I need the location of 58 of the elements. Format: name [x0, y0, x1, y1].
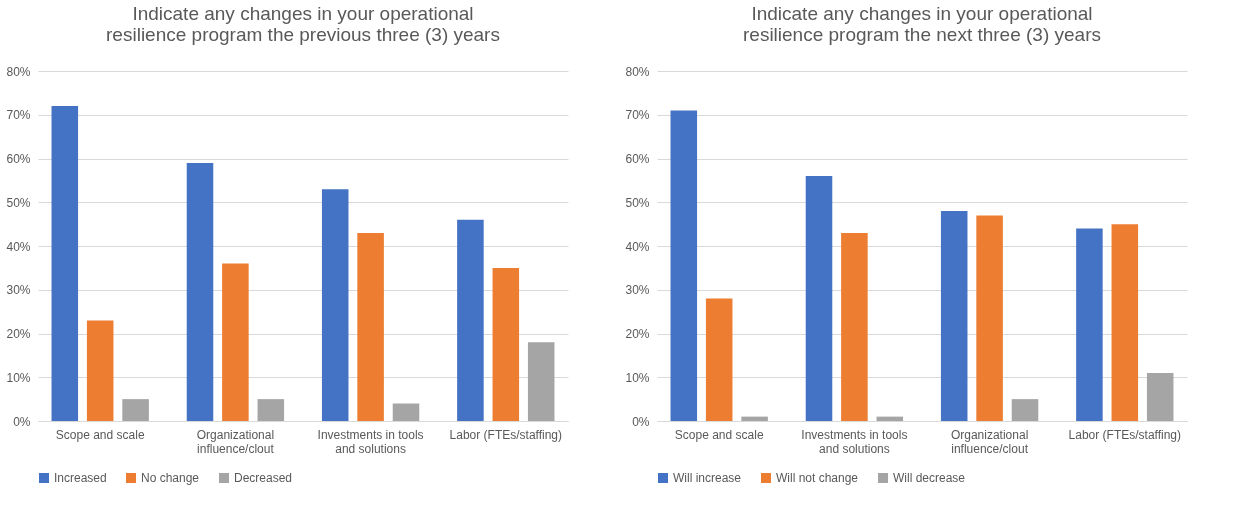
- y-tick-label: 60%: [625, 152, 650, 166]
- y-tick-label: 40%: [625, 239, 650, 254]
- bar: [86, 320, 114, 421]
- bar: [976, 215, 1003, 421]
- bar: [122, 399, 149, 421]
- bar: [527, 342, 555, 421]
- chart-title: Indicate any changes in your operational resilience program the previous three (3) years: [106, 3, 500, 45]
- x-tick-label: Organizational influence/clout: [196, 427, 275, 456]
- y-tick-label: 30%: [625, 283, 650, 298]
- bar: [1011, 399, 1039, 421]
- y-tick-label: 50%: [625, 195, 650, 210]
- chart-title: Indicate any changes in your operational resilience program the next three (3) years: [743, 3, 1101, 45]
- bar: [741, 416, 768, 421]
- x-tick-label: Labor (FTEs/staffing): [449, 427, 563, 442]
- x-tick-label: Investments in tools and solutions: [801, 427, 908, 456]
- legend-label: Decreased: [234, 471, 293, 485]
- bar: [392, 403, 420, 421]
- y-tick-label: 50%: [6, 195, 31, 210]
- y-tick-label: 10%: [6, 370, 31, 385]
- bar: [940, 211, 968, 421]
- y-tick-label: 80%: [625, 64, 650, 79]
- x-tick-label: Labor (FTEs/staffing): [1068, 427, 1182, 442]
- legend-label: No change: [141, 471, 200, 485]
- y-tick-label: 60%: [6, 152, 31, 166]
- bar: [841, 232, 868, 421]
- legend-label: Increased: [54, 471, 107, 485]
- bar: [321, 189, 349, 421]
- x-tick-label: Investments in tools and solutions: [317, 427, 424, 456]
- bar: [1111, 224, 1139, 421]
- legend-label: Will decrease: [893, 471, 966, 485]
- y-tick-label: 10%: [625, 370, 650, 385]
- bar: [257, 399, 285, 421]
- bar: [492, 267, 520, 421]
- y-tick-label: 20%: [6, 327, 31, 341]
- legend-label: Will not change: [776, 471, 859, 485]
- bar: [357, 232, 384, 421]
- y-tick-label: 70%: [625, 108, 650, 123]
- y-tick-label: 30%: [6, 283, 31, 298]
- y-tick-label: 70%: [6, 108, 31, 123]
- y-tick-label: 80%: [6, 64, 31, 79]
- bar: [876, 416, 904, 421]
- bar: [457, 219, 484, 421]
- y-tick-label: 0%: [13, 414, 31, 429]
- bar: [222, 263, 249, 421]
- x-tick-label: Organizational influence/clout: [950, 427, 1029, 456]
- bar: [805, 176, 833, 421]
- bar: [1146, 372, 1174, 421]
- bar: [705, 298, 733, 421]
- bar: [51, 106, 79, 421]
- bar: [186, 162, 214, 421]
- x-tick-label: Scope and scale: [55, 427, 145, 442]
- y-tick-label: 20%: [625, 327, 650, 341]
- y-tick-label: 0%: [632, 414, 650, 429]
- bar: [1076, 228, 1103, 421]
- y-tick-label: 40%: [6, 239, 31, 254]
- bar: [670, 110, 698, 421]
- legend-label: Will increase: [673, 471, 742, 485]
- x-tick-label: Scope and scale: [674, 427, 764, 442]
